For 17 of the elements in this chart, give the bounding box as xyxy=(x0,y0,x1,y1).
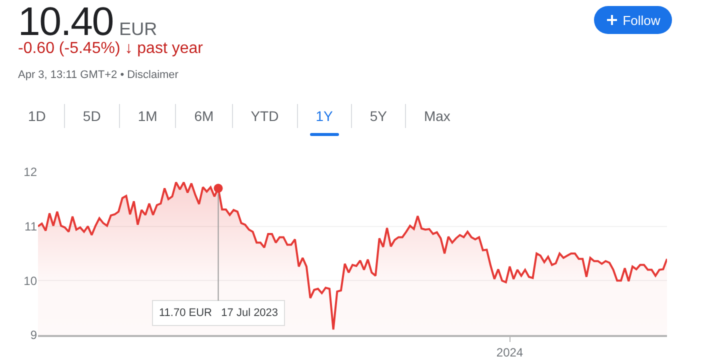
text: YTD xyxy=(232,104,297,128)
y-tick-label: 9 xyxy=(30,328,38,342)
text: 1Y xyxy=(296,104,351,128)
text: 1D xyxy=(27,107,47,126)
annotation: 11.70 EUR 17 Jul 2023 xyxy=(159,307,278,319)
y-tick-label: 11 xyxy=(24,220,38,234)
x-tick-label: 2024 xyxy=(496,345,524,360)
text: 6M xyxy=(175,104,232,128)
text: EUR xyxy=(119,19,158,39)
y-tick-label: 12 xyxy=(24,165,38,180)
text: Follow xyxy=(622,12,660,28)
text: 1M xyxy=(118,104,176,128)
y-tick-label: 10 xyxy=(24,274,38,288)
text: 5D xyxy=(64,104,119,128)
text: 5Y xyxy=(350,104,405,128)
text: Apr 3, 13:11 GMT+2 • Disclaimer xyxy=(18,69,178,81)
text: Max xyxy=(404,104,468,128)
